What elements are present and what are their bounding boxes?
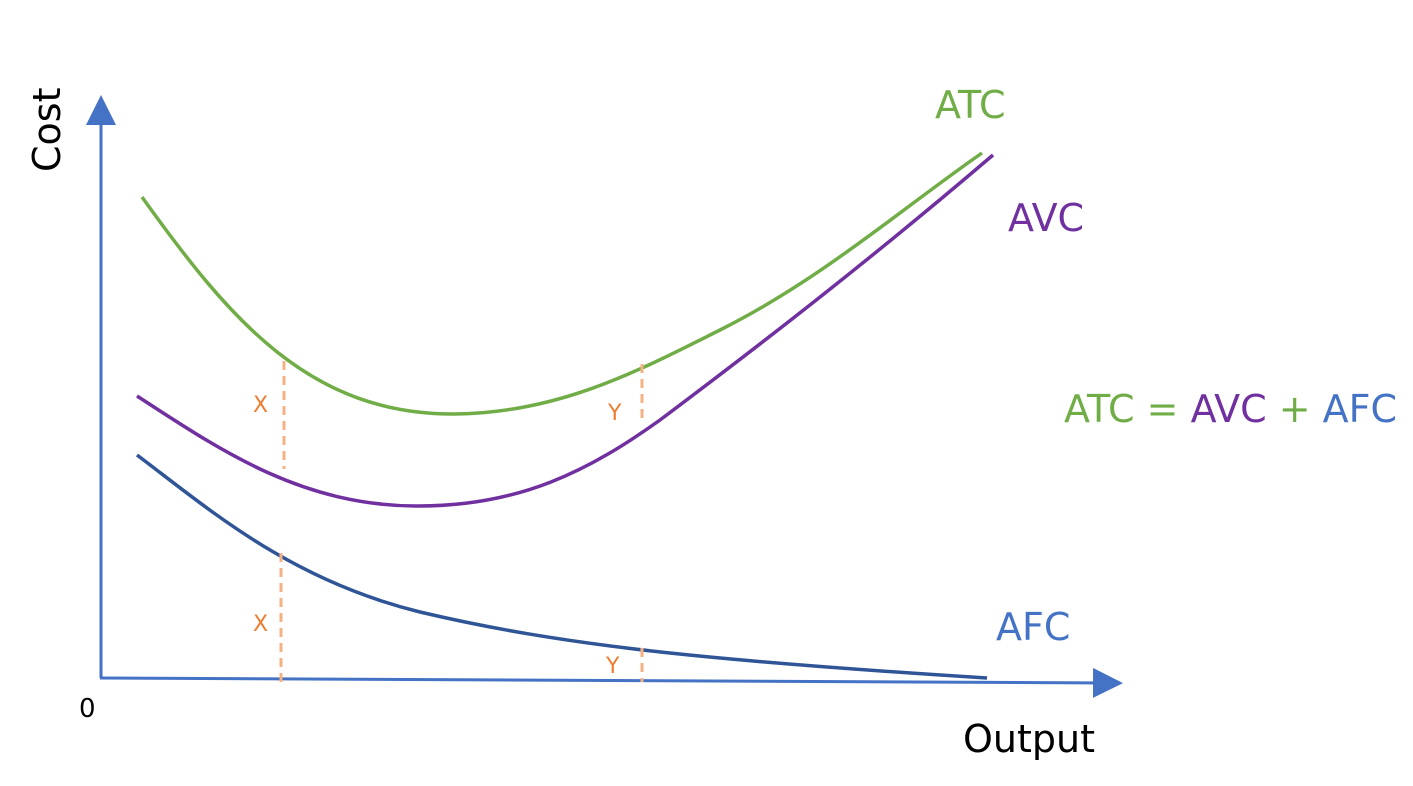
equation-plus: + — [1266, 387, 1323, 431]
y-marker-lower-label: Y — [606, 654, 620, 679]
avc-label: AVC — [1008, 196, 1085, 240]
equation-lhs: ATC — [1064, 387, 1135, 431]
equation: ATC = AVC + AFC — [1064, 390, 1397, 428]
x-marker-lower-label: X — [253, 612, 269, 637]
atc-curve — [140, 151, 983, 416]
x-marker-upper-label: X — [253, 393, 269, 418]
x-axis — [99, 667, 1123, 698]
x-axis-label: Output — [963, 717, 1095, 761]
afc-label: AFC — [996, 605, 1071, 649]
equation-term-avc: AVC — [1190, 387, 1267, 431]
equation-term-afc: AFC — [1322, 387, 1398, 431]
equation-equals: = — [1134, 387, 1191, 431]
y-axis-label: Cost — [25, 87, 69, 172]
atc-label: ATC — [935, 83, 1006, 127]
avc-curve — [136, 153, 995, 508]
afc-curve — [135, 453, 988, 680]
origin-label: 0 — [79, 694, 96, 724]
y-marker-upper-label: Y — [608, 401, 622, 426]
